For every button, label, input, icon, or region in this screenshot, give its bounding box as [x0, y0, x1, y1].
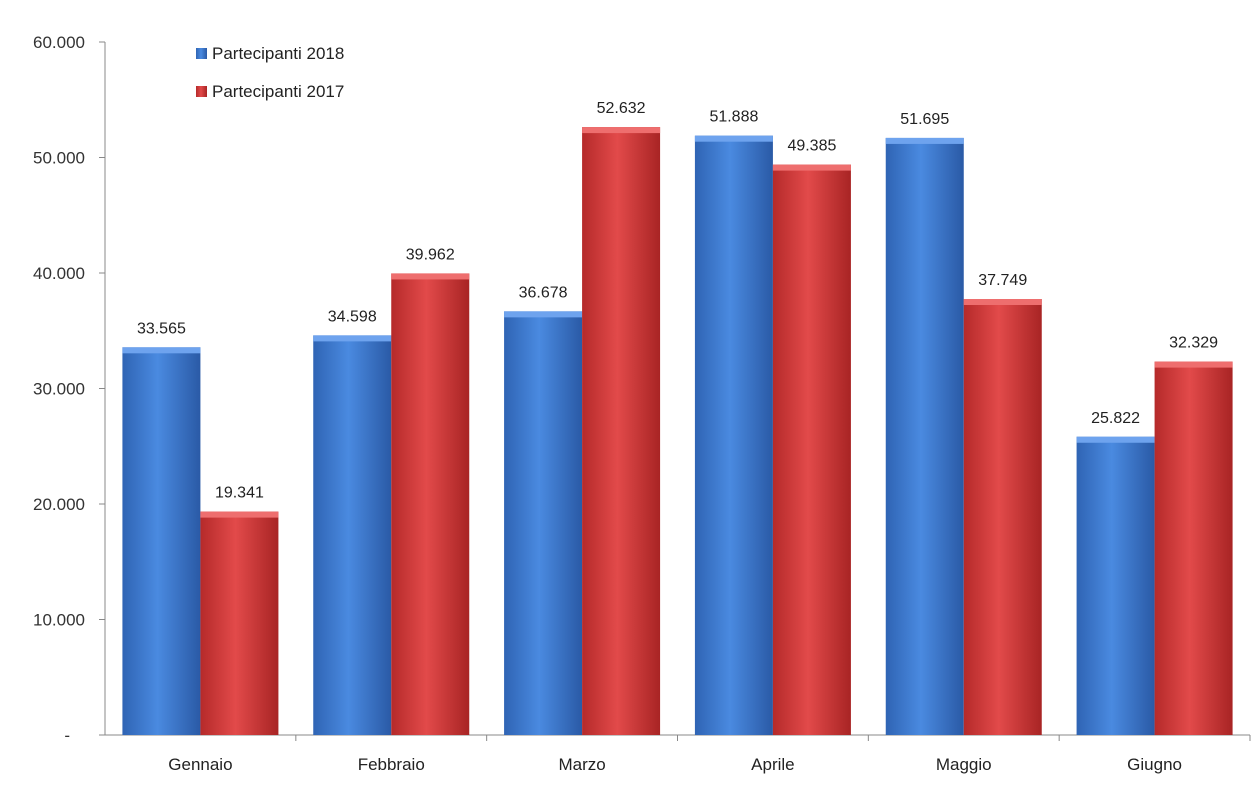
data-label: 33.565 [137, 320, 186, 337]
bar-top-highlight [772, 164, 851, 171]
bar-top-highlight [1154, 361, 1233, 368]
bar-partecipanti-2018 [504, 311, 583, 735]
bar-top-highlight [1076, 436, 1155, 443]
bar-top-highlight [391, 273, 470, 280]
bar-top-highlight [694, 135, 773, 142]
bar-partecipanti-2018 [694, 135, 773, 735]
data-label: 34.598 [328, 308, 377, 325]
bar-partecipanti-2017 [582, 127, 661, 735]
data-label: 39.962 [406, 246, 455, 263]
y-tick-label: 30.000 [33, 380, 85, 399]
data-label: 36.678 [519, 284, 568, 301]
bar-top-highlight [122, 347, 201, 354]
data-label: 52.632 [597, 100, 646, 117]
y-tick-label: 50.000 [33, 149, 85, 168]
bar-partecipanti-2018 [313, 335, 392, 735]
y-tick-label: 40.000 [33, 264, 85, 283]
bar-partecipanti-2017 [1154, 361, 1233, 735]
x-tick-label: Maggio [936, 755, 992, 774]
data-label: 49.385 [787, 138, 836, 155]
bar-partecipanti-2017 [772, 164, 851, 735]
bar-top-highlight [313, 335, 392, 342]
y-tick-label: 20.000 [33, 495, 85, 514]
data-label: 37.749 [978, 272, 1027, 289]
bar-partecipanti-2017 [200, 511, 279, 735]
bar-top-highlight [504, 311, 583, 318]
data-label: 51.695 [900, 111, 949, 128]
bar-partecipanti-2018 [122, 347, 201, 735]
bar-top-highlight [582, 127, 661, 134]
y-tick-label: 10.000 [33, 611, 85, 630]
x-axis: Gennaio Febbraio Marzo Aprile Maggio Giugno [105, 734, 1251, 774]
x-tick-label: Aprile [751, 755, 794, 774]
legend-label: Partecipanti 2018 [212, 44, 344, 63]
bar-partecipanti-2017 [391, 273, 470, 735]
bar-top-highlight [200, 511, 279, 518]
legend-label: Partecipanti 2017 [212, 82, 344, 101]
bar-top-highlight [885, 137, 964, 144]
bar-partecipanti-2018 [885, 137, 964, 736]
x-tick-label: Giugno [1127, 755, 1182, 774]
x-tick-label: Febbraio [358, 755, 425, 774]
data-label: 32.329 [1169, 335, 1218, 352]
x-tick-label: Gennaio [168, 755, 232, 774]
data-labels-group: 33.565 19.341 34.598 39.962 36.678 52.632 51.8… [137, 100, 1218, 502]
legend-swatch [196, 48, 207, 59]
y-tick-label: 60.000 [33, 33, 85, 52]
y-tick-label: - [64, 726, 70, 745]
bar-top-highlight [963, 298, 1042, 305]
bars-group [122, 127, 1233, 736]
bar-partecipanti-2017 [963, 298, 1042, 735]
bar-partecipanti-2018 [1076, 436, 1155, 735]
legend: Partecipanti 2018 Partecipanti 2017 [196, 44, 344, 101]
y-axis: - 10.000 20.000 30.000 40.000 50.000 60.000 [33, 33, 106, 745]
data-label: 19.341 [215, 485, 264, 502]
data-label: 51.888 [709, 109, 758, 126]
x-tick-label: Marzo [558, 755, 605, 774]
legend-swatch [196, 86, 207, 97]
data-label: 25.822 [1091, 410, 1140, 427]
